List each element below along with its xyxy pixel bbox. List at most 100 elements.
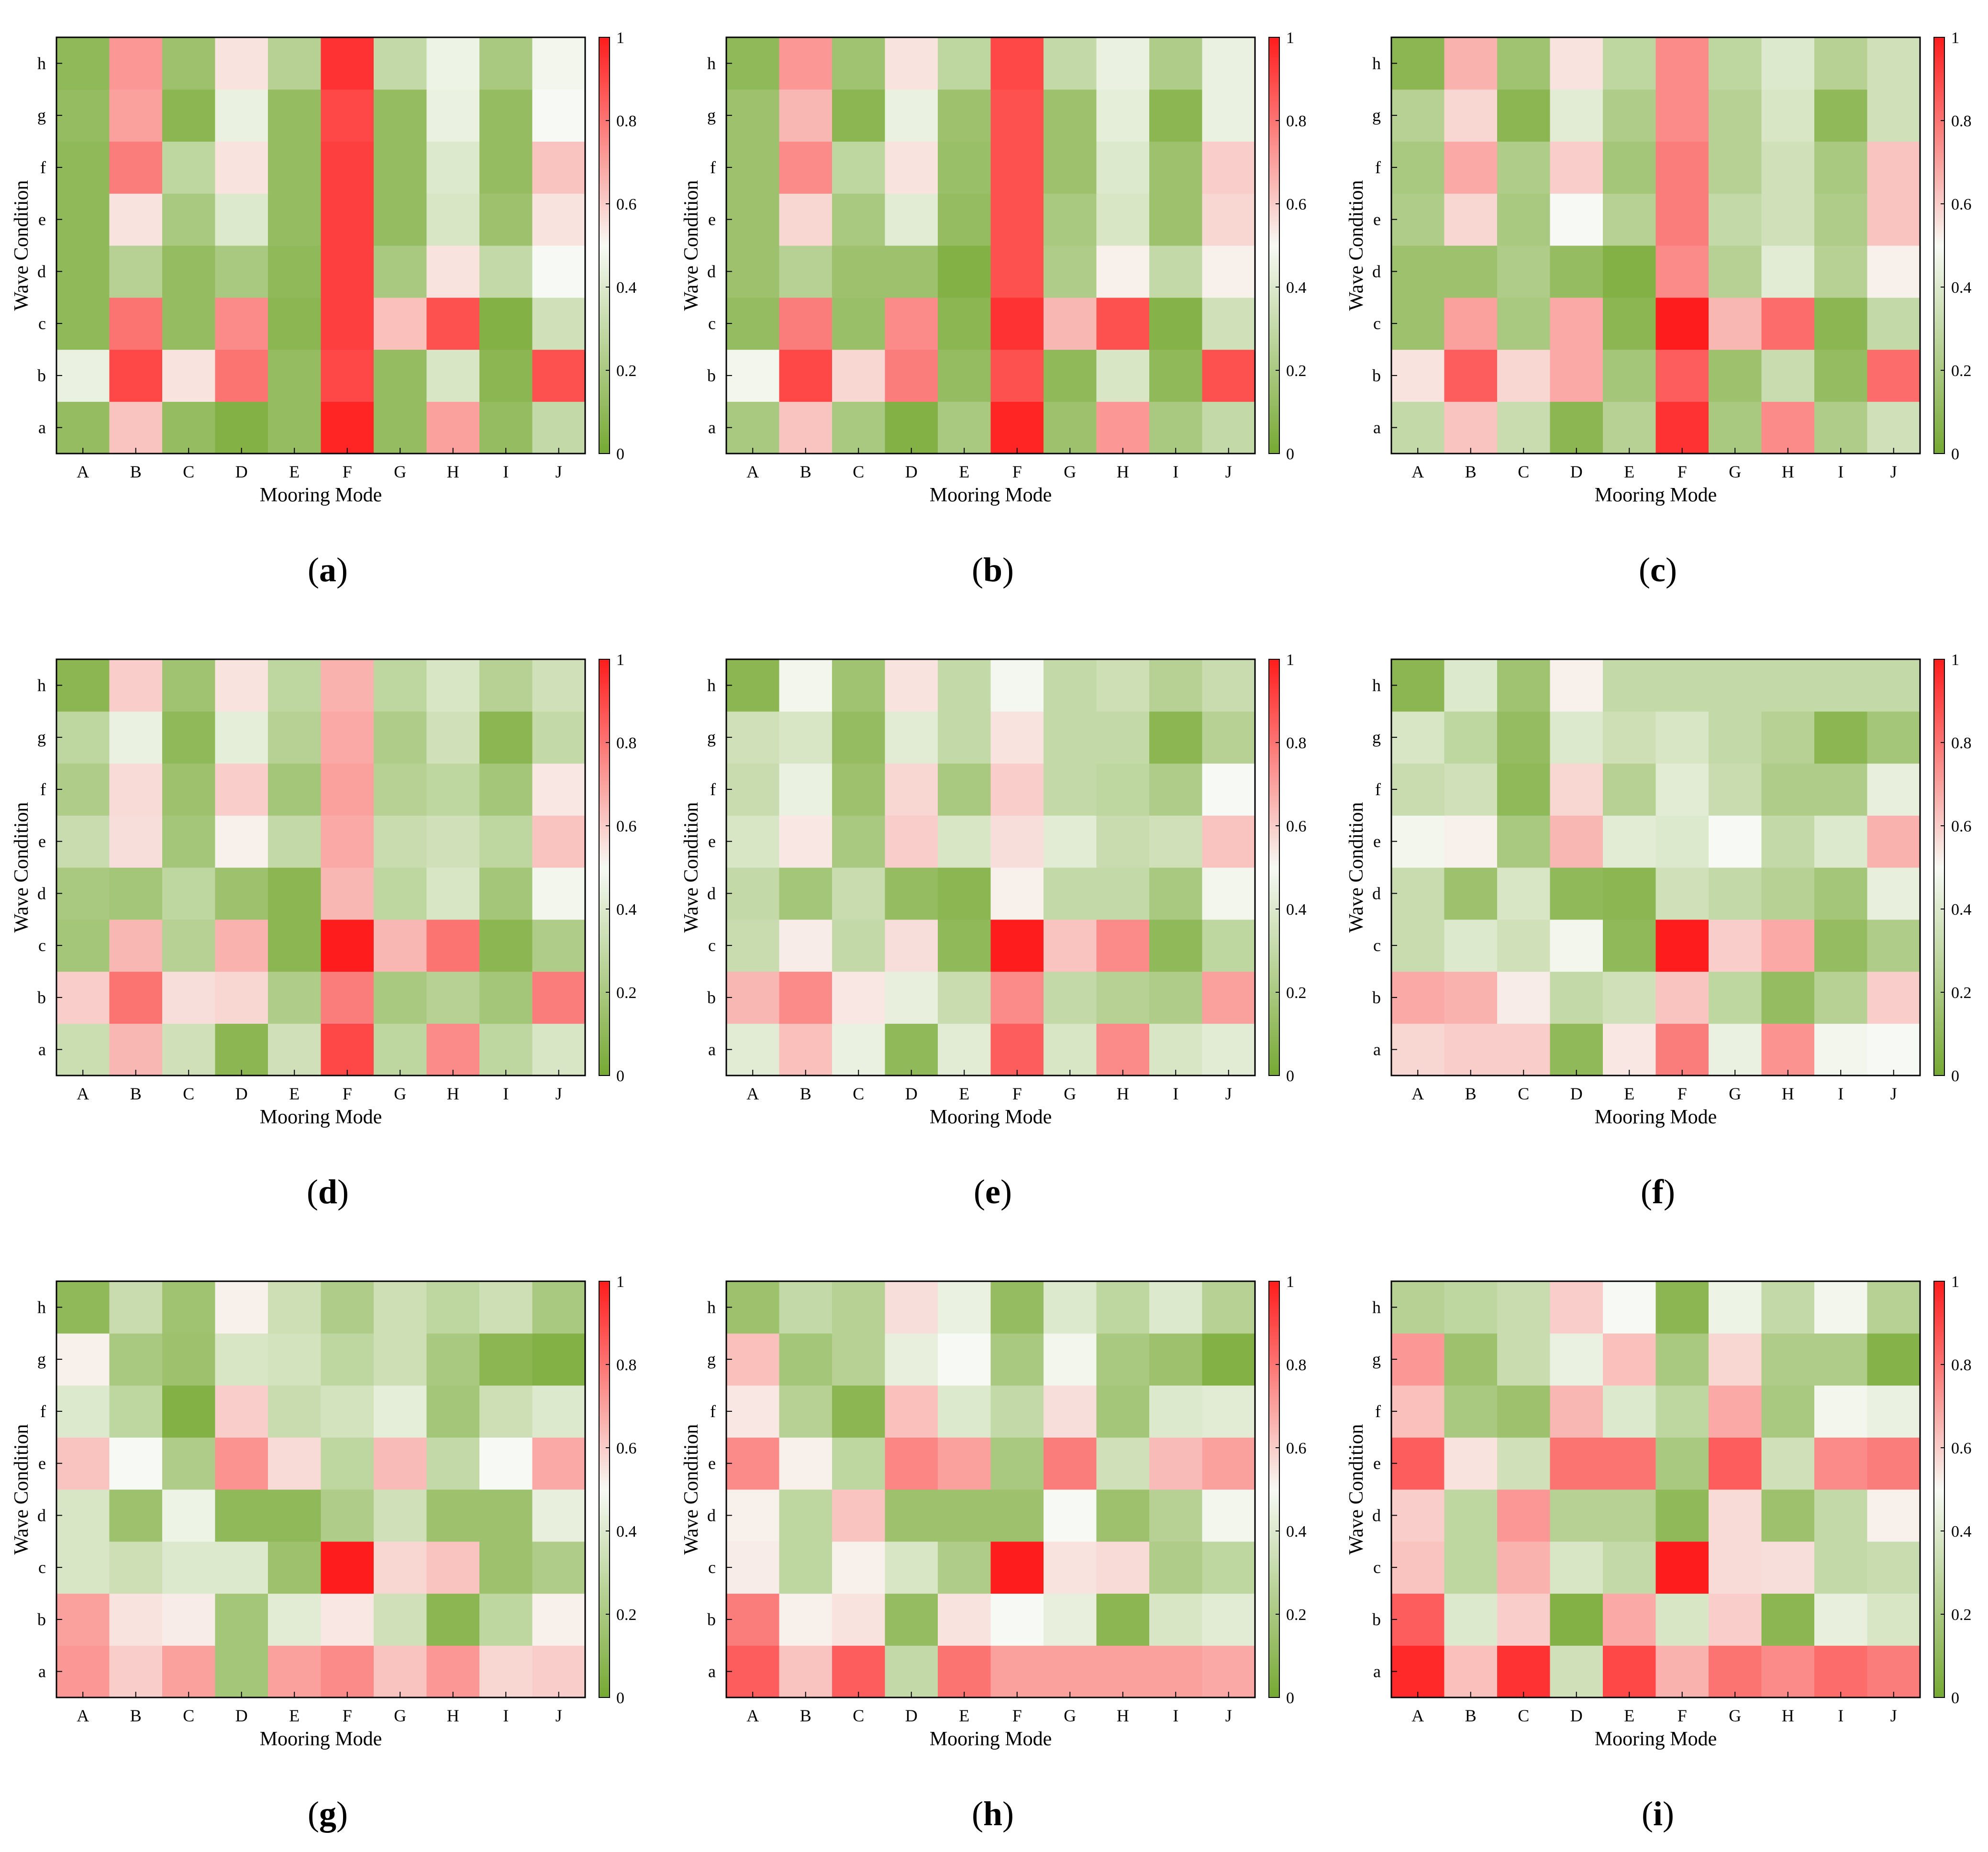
heatmap-cell <box>532 245 586 298</box>
heatmap-cell <box>832 193 886 246</box>
heatmap-cell <box>532 193 586 246</box>
heatmap-cell <box>1044 1333 1097 1386</box>
heatmap-cell <box>726 193 780 246</box>
heatmap-cell <box>1655 711 1709 764</box>
heatmap-cell <box>479 1489 533 1542</box>
heatmap-cell <box>479 1333 533 1386</box>
heatmap-cell <box>990 297 1044 350</box>
y-tick-label: c <box>1373 1558 1381 1577</box>
heatmap-cells <box>726 37 1255 454</box>
colorbar-tick-label: 0 <box>1286 1689 1294 1707</box>
heatmap-cell <box>1761 659 1815 712</box>
heatmap-cell <box>1096 763 1150 816</box>
heatmap-cell <box>1497 1437 1551 1490</box>
heatmap-cell <box>1044 971 1097 1024</box>
y-tick-label: h <box>707 54 716 73</box>
y-tick-label: g <box>37 1350 46 1369</box>
heatmap-cell <box>1655 141 1709 194</box>
heatmap-cell <box>479 815 533 868</box>
heatmap-cell <box>1550 193 1603 246</box>
colorbar <box>1268 1281 1280 1698</box>
x-tick-label: J <box>1225 1706 1232 1725</box>
heatmap-cell <box>321 297 374 350</box>
heatmap-cell <box>832 815 886 868</box>
heatmap-cell <box>1709 37 1762 90</box>
heatmap-cell <box>162 297 216 350</box>
heatmap-cell <box>1814 37 1868 90</box>
heatmap-cell <box>1814 141 1868 194</box>
heatmap-cell <box>321 245 374 298</box>
heatmap-cell <box>1761 1437 1815 1490</box>
heatmap-cell <box>374 919 427 972</box>
heatmap-cell <box>1391 89 1445 142</box>
y-tick-label: c <box>1373 314 1381 333</box>
heatmap-cell <box>479 711 533 764</box>
heatmap-cell <box>1655 401 1709 454</box>
heatmap-cell <box>56 1593 110 1646</box>
heatmap-cell <box>268 1645 322 1698</box>
x-tick-label: A <box>746 1706 759 1725</box>
heatmap-cell <box>162 867 216 920</box>
heatmap-cell <box>1603 919 1656 972</box>
colorbar-tick-label: 0.2 <box>1286 984 1307 1002</box>
colorbar-tick-label: 0 <box>1286 445 1294 463</box>
heatmap-cell <box>426 659 480 712</box>
colorbar <box>599 37 610 454</box>
heatmap-cell <box>321 193 374 246</box>
heatmap-cell <box>938 659 991 712</box>
heatmap-cell <box>532 89 586 142</box>
heatmap-cell <box>1603 971 1656 1024</box>
heatmap-cell <box>1655 1593 1709 1646</box>
heatmap-cell <box>1044 1541 1097 1594</box>
heatmap-cell <box>1096 971 1150 1024</box>
x-tick-label: C <box>853 462 864 481</box>
heatmap-cell <box>426 1645 480 1698</box>
heatmap-cell <box>321 1541 374 1594</box>
heatmap-cell <box>426 1333 480 1386</box>
heatmap-cell <box>832 1593 886 1646</box>
heatmap-cell <box>1550 815 1603 868</box>
colorbar <box>599 1281 610 1698</box>
heatmap-cell <box>215 89 268 142</box>
heatmap-cell <box>56 971 110 1024</box>
heatmap-cell <box>374 659 427 712</box>
colorbar-tick-label: 0.2 <box>1951 362 1972 380</box>
heatmap-cell <box>56 919 110 972</box>
heatmap-cell <box>1149 1645 1203 1698</box>
heatmap-cell <box>426 1437 480 1490</box>
heatmap-cell <box>1867 1489 1921 1542</box>
x-tick-label: D <box>905 1084 918 1103</box>
heatmap-cell <box>1202 1593 1255 1646</box>
heatmap-cell <box>885 1541 938 1594</box>
heatmap-cell <box>374 711 427 764</box>
heatmap-cell <box>1709 659 1762 712</box>
heatmap-cell <box>162 1385 216 1438</box>
heatmap-cell <box>56 711 110 764</box>
heatmap-cell <box>1709 1593 1762 1646</box>
heatmap-cell <box>1867 815 1921 868</box>
heatmap-cell <box>56 1645 110 1698</box>
heatmap-cell <box>1497 763 1551 816</box>
y-tick-label: d <box>37 884 46 903</box>
heatmap-cell <box>726 89 780 142</box>
heatmap-cell <box>832 659 886 712</box>
heatmap-cell <box>1202 711 1255 764</box>
colorbar-tick-label: 1 <box>1951 29 1959 47</box>
heatmap-cell <box>1814 763 1868 816</box>
heatmap-cell <box>1444 245 1498 298</box>
heatmap-cell <box>1550 1385 1603 1438</box>
heatmap-cell <box>726 401 780 454</box>
heatmap-cell <box>374 763 427 816</box>
heatmap-cell <box>885 659 938 712</box>
heatmap-cell <box>990 971 1044 1024</box>
heatmap-cell <box>426 971 480 1024</box>
heatmap-cell <box>479 349 533 402</box>
heatmap-cell <box>1550 89 1603 142</box>
heatmap-cell <box>1202 89 1255 142</box>
heatmap-cell <box>1149 401 1203 454</box>
heatmap-cell <box>215 297 268 350</box>
heatmap-cell <box>938 815 991 868</box>
heatmap-cell <box>162 919 216 972</box>
heatmap-cell <box>1655 867 1709 920</box>
heatmap-cell <box>1814 245 1868 298</box>
